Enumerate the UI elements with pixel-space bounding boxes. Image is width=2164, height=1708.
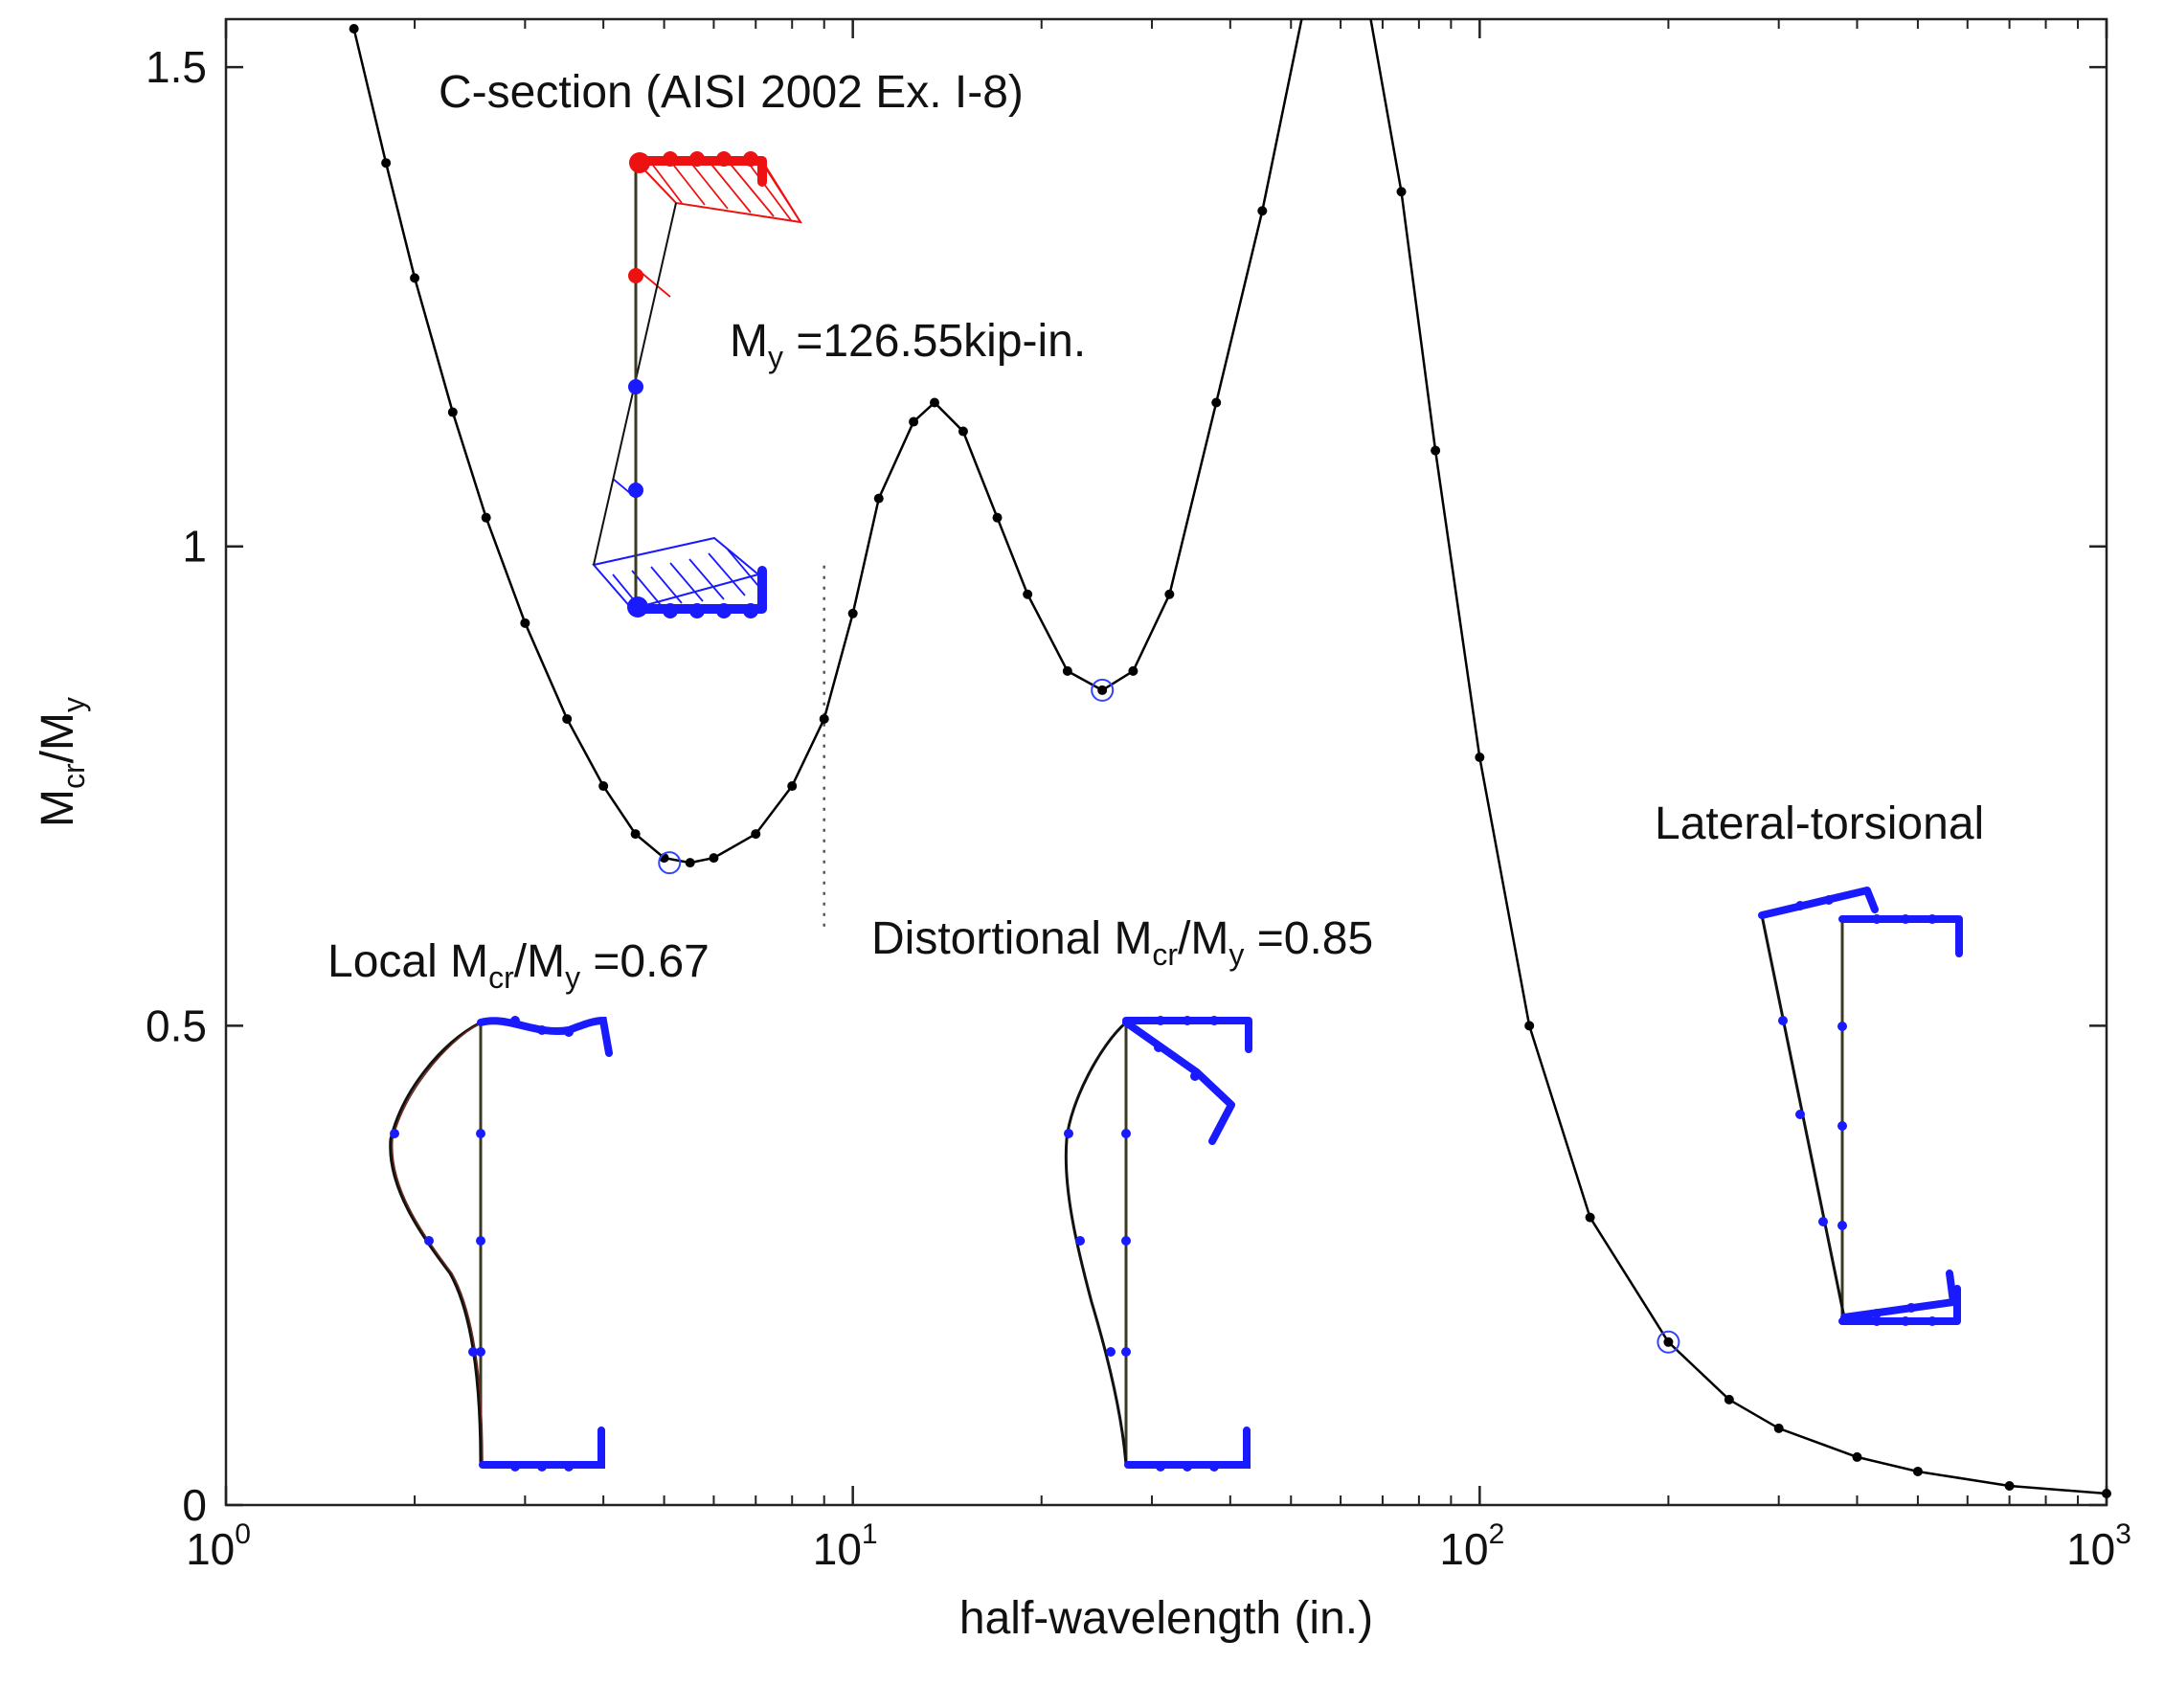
curve-point	[958, 426, 968, 437]
section-title: C-section (AISI 2002 Ex. I-8)	[439, 67, 1024, 118]
local-label: Local Mcr/My =0.67	[327, 936, 710, 995]
curve-point	[598, 781, 609, 792]
lt-top-flange	[1838, 915, 1963, 957]
curve-point	[709, 853, 719, 864]
y-tick-label: 0	[182, 1480, 207, 1530]
curve-point	[2102, 1488, 2111, 1498]
local-bottom-flange	[479, 1427, 605, 1469]
y-axis-ticks: 0 0.5 1 1.5	[146, 42, 2107, 1530]
curve-point	[1475, 752, 1485, 762]
curve-point	[1211, 397, 1222, 408]
tension-hatch-lines	[612, 549, 759, 608]
local-top-flange	[477, 1016, 613, 1057]
curve-point	[349, 24, 359, 34]
section-nodes-tension	[627, 379, 758, 618]
curve-point	[1164, 589, 1175, 599]
x-axis-label: half-wavelength (in.)	[959, 1593, 1373, 1644]
curve-point	[1912, 1466, 1923, 1476]
curve-point	[630, 829, 641, 840]
curve-point	[929, 397, 939, 408]
curve-point	[410, 273, 420, 283]
curve-point	[1524, 1021, 1535, 1031]
curve-point	[447, 407, 458, 417]
curve-point	[992, 512, 1003, 523]
x-tick-label: 100	[186, 1518, 251, 1574]
curve-point	[1663, 1337, 1674, 1347]
lateral-torsional-mode-shape	[1758, 887, 1963, 1326]
distortional-nodes	[1064, 1016, 1219, 1472]
curve-point	[1396, 187, 1407, 197]
lt-rotated-top-flange	[1758, 887, 1879, 919]
minimum-marker	[1657, 1330, 1680, 1354]
curve-point	[1585, 1212, 1595, 1223]
curve-point	[847, 608, 858, 618]
local-buckled-web-color	[392, 1022, 484, 1466]
local-mode-shape	[389, 1016, 613, 1472]
minima-markers	[658, 678, 1680, 1354]
curve-point	[481, 512, 491, 523]
y-axis-label: Mcr/My	[33, 697, 91, 827]
curve-point	[1097, 685, 1108, 695]
curve-point	[819, 713, 829, 724]
curve-point	[520, 618, 530, 628]
curve-point	[1023, 589, 1033, 599]
lateral-torsional-label: Lateral-torsional	[1655, 798, 1984, 849]
local-buckled-web	[389, 1021, 483, 1466]
plot-frame	[224, 17, 2108, 1507]
section-flange-top	[631, 156, 767, 187]
minimum-marker	[658, 851, 682, 875]
curve-point	[1128, 665, 1138, 676]
curve-point	[1724, 1394, 1734, 1405]
curve-point	[2004, 1480, 2015, 1491]
y-tick-label: 0.5	[146, 1000, 207, 1050]
curve-point	[1062, 665, 1072, 676]
x-tick-label: 102	[1439, 1518, 1504, 1574]
minimum-marker	[1091, 678, 1115, 702]
curve-point	[1773, 1423, 1784, 1433]
distortional-buckled-web	[1064, 1021, 1128, 1466]
my-value-label: My =126.55kip-in.	[730, 316, 1086, 374]
curve-point	[381, 158, 392, 169]
distortional-bottom-flange	[1124, 1427, 1251, 1469]
section-flange-bottom	[631, 566, 767, 614]
c-section-stress-diagram	[592, 151, 803, 618]
y-tick-label: 1.5	[146, 42, 207, 92]
distortional-label: Distortional Mcr/My =0.85	[871, 913, 1373, 972]
tension-hatch	[592, 536, 761, 611]
curve-point	[751, 829, 761, 840]
x-axis-ticks: 100 101 102 103	[186, 19, 2131, 1574]
lt-nodes	[1778, 895, 1937, 1326]
curve-point	[1431, 445, 1441, 456]
curve-point	[787, 781, 798, 792]
curve-point	[562, 713, 573, 724]
x-tick-label: 101	[813, 1518, 878, 1574]
distortional-top-flange-b	[1122, 1017, 1252, 1053]
curve-point	[873, 493, 884, 504]
y-tick-label: 1	[182, 522, 207, 572]
distortional-top-flange	[1122, 1019, 1235, 1145]
local-nodes	[390, 1016, 574, 1472]
curve-data-points	[349, 24, 2111, 1498]
curve-point	[685, 858, 695, 868]
compression-hatch	[633, 160, 803, 224]
curve-point	[1852, 1451, 1862, 1462]
x-tick-label: 103	[2066, 1518, 2131, 1574]
curve-point	[909, 416, 919, 427]
distortional-mode-shape	[1064, 1016, 1252, 1472]
curve-point	[1257, 206, 1268, 216]
compression-hatch-lines	[650, 160, 801, 223]
section-nodes-compression	[628, 151, 758, 283]
lt-rotated-bottom-flange	[1840, 1270, 1957, 1321]
